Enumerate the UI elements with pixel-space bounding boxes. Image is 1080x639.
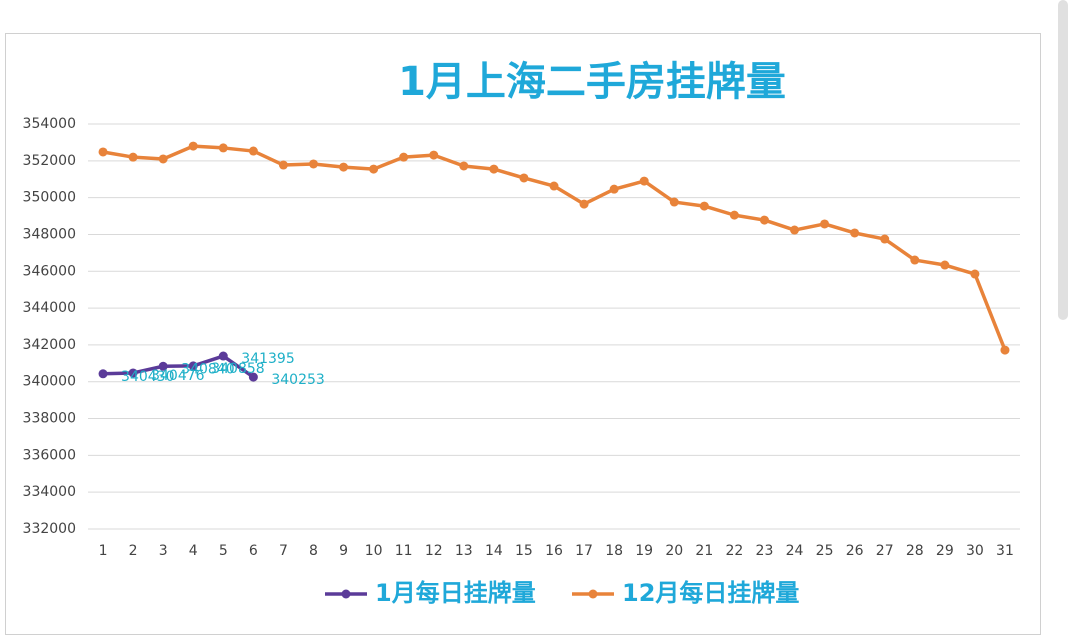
y-tick-label: 342000 [23,337,76,353]
x-tick-label: 20 [665,543,683,559]
x-tick-label: 16 [545,543,563,559]
x-tick-label: 30 [966,543,984,559]
data-point [429,150,439,160]
chart-frame [5,33,1041,635]
x-tick-label: 9 [339,543,348,559]
data-point [459,161,469,171]
data-point [1000,345,1010,355]
x-tick-label: 29 [936,543,954,559]
x-tick-label: 10 [365,543,383,559]
x-tick-label: 25 [816,543,834,559]
data-point [519,173,529,183]
x-tick-label: 19 [635,543,653,559]
data-point [339,162,349,172]
legend-label: 12月每日挂牌量 [622,579,799,607]
legend-marker [588,589,598,599]
data-point [669,197,679,207]
x-tick-label: 24 [786,543,804,559]
x-tick-label: 14 [485,543,503,559]
data-point [729,210,739,220]
data-point [128,368,138,378]
data-point [248,372,258,382]
x-tick-label: 13 [455,543,473,559]
data-point [549,181,559,191]
data-label: 340430 [121,369,174,385]
legend-label: 1月每日挂牌量 [375,579,536,607]
y-tick-label: 340000 [23,374,76,390]
x-tick-label: 2 [129,543,138,559]
data-point [278,160,288,170]
data-point [98,369,108,379]
data-label: 340858 [211,361,264,377]
data-point [248,146,258,156]
data-point [609,184,619,194]
x-tick-label: 21 [695,543,713,559]
x-tick-label: 8 [309,543,318,559]
data-point [158,154,168,164]
data-point [699,201,709,211]
data-point [158,361,168,371]
x-tick-label: 4 [189,543,198,559]
y-tick-label: 338000 [23,411,76,427]
data-point [820,219,830,229]
scrollbar[interactable] [1058,0,1068,320]
x-tick-label: 1 [99,543,108,559]
series-line [102,354,255,379]
x-tick-label: 22 [725,543,743,559]
data-point [218,143,228,153]
data-point [489,164,499,174]
data-point [639,176,649,186]
x-tick-label: 31 [996,543,1014,559]
data-point [850,228,860,238]
chart-title: 1月上海二手房挂牌量 [398,59,786,105]
x-tick-label: 15 [515,543,533,559]
x-tick-label: 6 [249,543,258,559]
data-point [940,260,950,270]
data-point [399,152,409,162]
x-tick-label: 11 [395,543,413,559]
y-tick-label: 336000 [23,447,76,463]
x-tick-label: 26 [846,543,864,559]
y-tick-label: 350000 [23,190,76,206]
data-point [188,141,198,151]
data-point [910,255,920,265]
y-tick-label: 348000 [23,226,76,242]
data-point [970,269,980,279]
data-point [579,199,589,209]
data-point [128,152,138,162]
x-tick-label: 7 [279,543,288,559]
x-tick-label: 3 [159,543,168,559]
data-point [308,159,318,169]
y-tick-label: 346000 [23,263,76,279]
data-point [880,234,890,244]
x-tick-label: 27 [876,543,894,559]
data-point [759,215,769,225]
y-tick-label: 334000 [23,484,76,500]
x-tick-label: 18 [605,543,623,559]
y-tick-label: 352000 [23,153,76,169]
data-label: 340253 [271,372,324,388]
data-label: 340476 [151,368,205,384]
x-tick-label: 17 [575,543,593,559]
y-tick-label: 332000 [23,521,76,537]
data-label: 340840 [181,361,234,377]
data-point [188,361,198,371]
x-tick-label: 5 [219,543,228,559]
x-tick-label: 12 [425,543,443,559]
x-tick-label: 23 [756,543,774,559]
y-tick-label: 344000 [23,300,76,316]
x-tick-label: 28 [906,543,924,559]
data-point [369,164,379,174]
y-tick-label: 354000 [23,116,76,132]
data-label: 341395 [241,351,294,367]
legend-marker [341,589,351,599]
data-point [218,351,228,361]
data-point [98,147,108,157]
data-point [790,225,800,235]
